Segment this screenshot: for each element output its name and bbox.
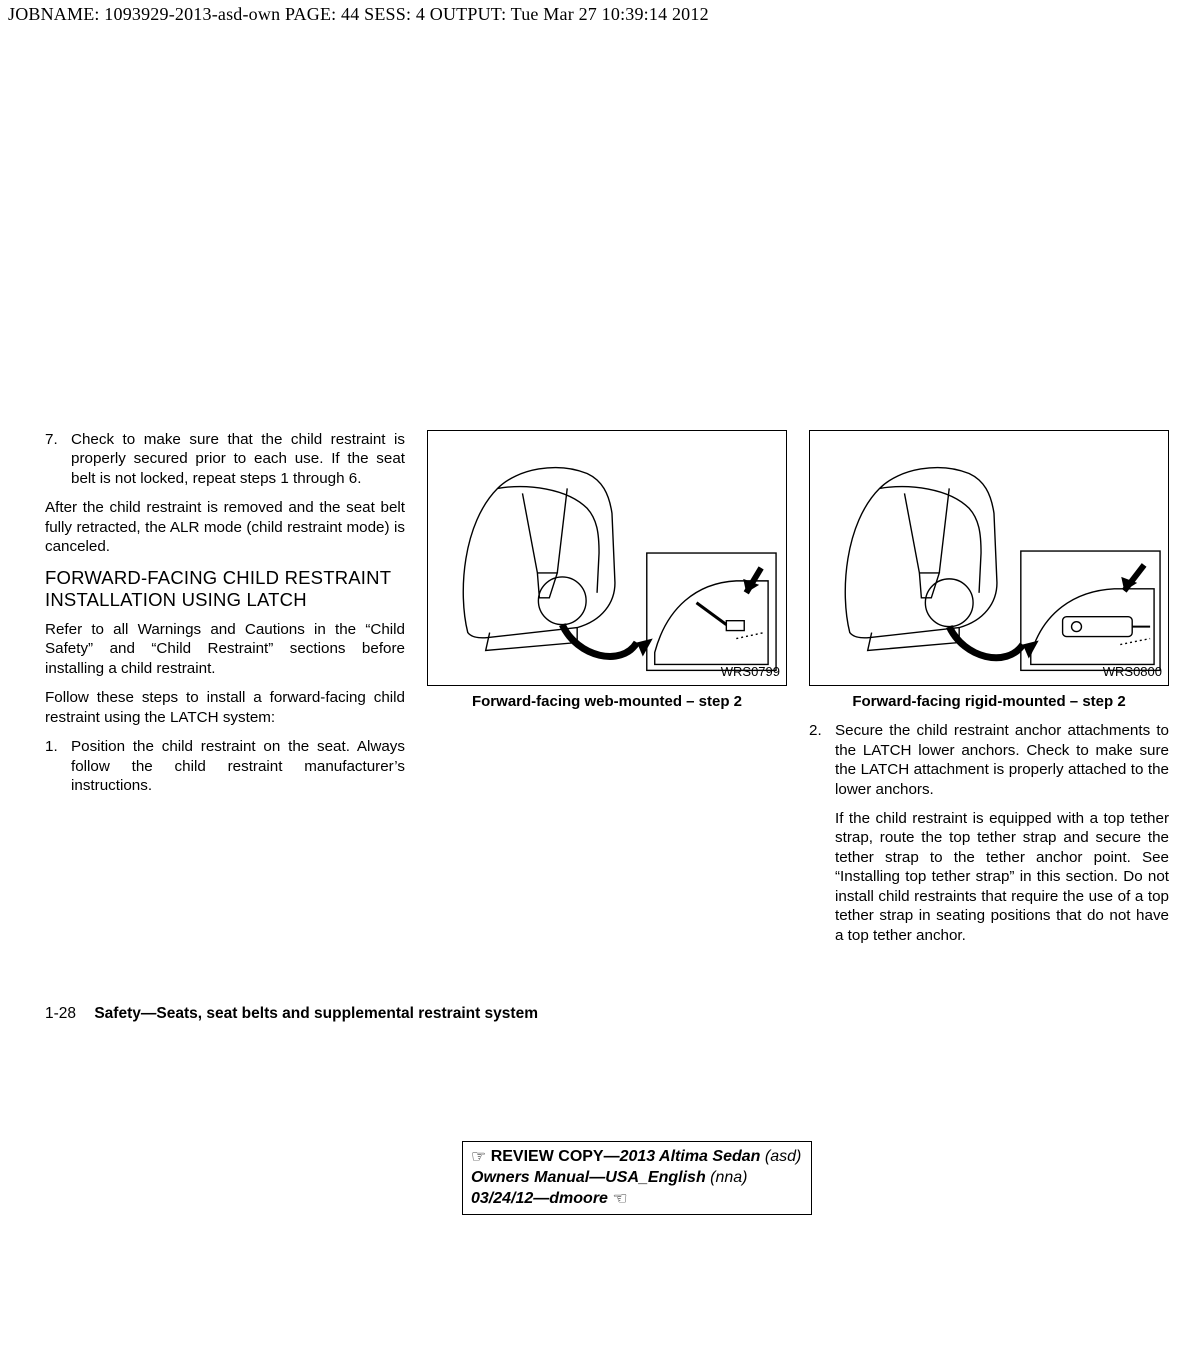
caption-rigid-mounted: Forward-facing rigid-mounted – step 2 xyxy=(809,692,1169,711)
figure-rigid-mounted: WRS0800 xyxy=(809,430,1169,686)
review-line-3: 03/24/12—dmoore ☜ xyxy=(471,1188,801,1210)
review-copy-box: ☞ REVIEW COPY—2013 Altima Sedan (asd) Ow… xyxy=(462,1141,812,1215)
refer-paragraph: Refer to all Warnings and Cautions in th… xyxy=(45,620,405,678)
page-number: 1-28 xyxy=(45,1005,76,1023)
step-1-number: 1. xyxy=(45,737,71,795)
step-2-number: 2. xyxy=(809,721,835,799)
review-date-author: 03/24/12—dmoore xyxy=(471,1190,612,1207)
review-manual: Owners Manual—USA_English xyxy=(471,1169,710,1186)
review-line-1: ☞ REVIEW COPY—2013 Altima Sedan (asd) xyxy=(471,1146,801,1168)
hand-left-icon: ☜ xyxy=(612,1188,627,1210)
section-heading: FORWARD-FACING CHILD RESTRAINT INSTALLAT… xyxy=(45,567,405,612)
step-1: 1. Position the child restraint on the s… xyxy=(45,737,405,795)
step-7-text: Check to make sure that the child restra… xyxy=(71,430,405,488)
page-footer: 1-28 Safety—Seats, seat belts and supple… xyxy=(45,1005,538,1023)
content-columns: 7. Check to make sure that the child res… xyxy=(45,430,1169,955)
follow-paragraph: Follow these steps to install a forward-… xyxy=(45,688,405,727)
review-code1: (asd) xyxy=(765,1148,801,1165)
review-line-2: Owners Manual—USA_English (nna) xyxy=(471,1168,801,1188)
step-2-text: Secure the child restraint anchor attach… xyxy=(835,721,1169,799)
caption-web-mounted: Forward-facing web-mounted – step 2 xyxy=(427,692,787,711)
column-3: WRS0800 Forward-facing rigid-mounted – s… xyxy=(809,430,1169,955)
step-7: 7. Check to make sure that the child res… xyxy=(45,430,405,488)
column-1: 7. Check to make sure that the child res… xyxy=(45,430,405,955)
step-2-paragraph-2: If the child restraint is equipped with … xyxy=(835,809,1169,945)
figure-web-mounted: WRS0799 xyxy=(427,430,787,686)
section-title: Safety—Seats, seat belts and supplementa… xyxy=(94,1005,538,1022)
seat-illustration-icon xyxy=(428,431,786,685)
figure-label-wrs0799: WRS0799 xyxy=(721,664,780,681)
review-code2: (nna) xyxy=(710,1169,747,1186)
step-1-text: Position the child restraint on the seat… xyxy=(71,737,405,795)
after-paragraph: After the child restraint is removed and… xyxy=(45,498,405,556)
step-7-number: 7. xyxy=(45,430,71,488)
seat-illustration-icon xyxy=(810,431,1168,685)
review-vehicle: 2013 Altima Sedan xyxy=(620,1148,765,1165)
figure-label-wrs0800: WRS0800 xyxy=(1103,664,1162,681)
step-2: 2. Secure the child restraint anchor att… xyxy=(809,721,1169,799)
jobname-header: JOBNAME: 1093929-2013-asd-own PAGE: 44 S… xyxy=(0,0,1197,29)
hand-right-icon: ☞ xyxy=(471,1146,486,1168)
column-2: WRS0799 Forward-facing web-mounted – ste… xyxy=(427,430,787,955)
review-copy-label: REVIEW COPY— xyxy=(486,1148,619,1165)
